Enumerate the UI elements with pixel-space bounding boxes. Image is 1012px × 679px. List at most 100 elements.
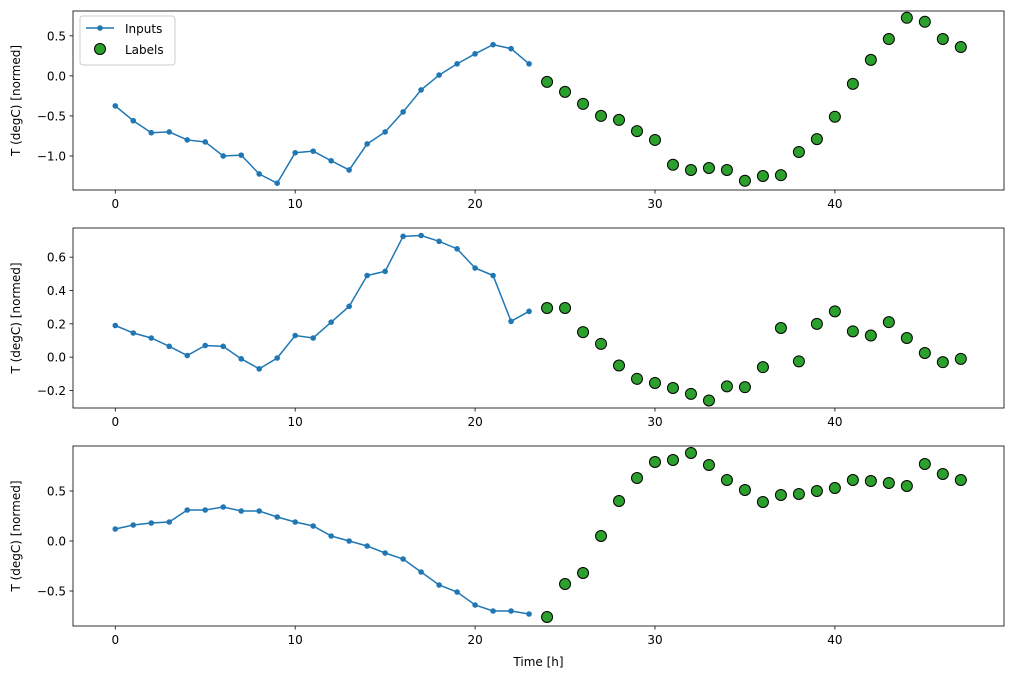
labels-point <box>954 41 967 54</box>
inputs-point <box>526 61 532 67</box>
inputs-point <box>346 538 352 544</box>
x-tick-label: 10 <box>288 633 303 647</box>
labels-point <box>918 15 931 28</box>
inputs-point <box>310 335 316 341</box>
inputs-point <box>472 51 478 57</box>
labels-point <box>882 33 895 46</box>
inputs-point <box>238 152 245 158</box>
labels-point <box>954 352 967 365</box>
inputs-point <box>418 232 424 239</box>
x-tick-label: 30 <box>647 197 662 211</box>
labels-point <box>846 474 859 486</box>
inputs-point <box>166 129 173 135</box>
x-tick-label: 0 <box>111 633 119 647</box>
labels-point <box>774 169 787 182</box>
inputs-point <box>130 330 137 336</box>
inputs-point <box>166 519 173 525</box>
y-tick-label: −1.0 <box>37 149 66 163</box>
y-tick-label: −0.5 <box>37 585 66 599</box>
labels-point <box>613 359 626 372</box>
inputs-point <box>418 569 424 575</box>
y-tick-label: 0.6 <box>47 251 66 265</box>
inputs-line <box>114 234 530 370</box>
inputs-point <box>220 343 227 350</box>
y-axis-label: T (degC) [normed] <box>9 45 23 157</box>
y-tick-label: 0.0 <box>47 535 66 549</box>
inputs-point <box>508 318 514 325</box>
labels-point <box>684 163 697 176</box>
labels-point <box>577 567 590 579</box>
labels-point <box>738 484 751 496</box>
x-tick-label: 30 <box>647 633 662 647</box>
x-tick-label: 30 <box>647 415 662 429</box>
inputs-point <box>184 137 191 143</box>
y-tick-label: 0.2 <box>47 317 66 331</box>
inputs-point <box>202 507 209 513</box>
inputs-point <box>472 602 478 608</box>
labels-point <box>756 169 769 182</box>
inputs-point <box>184 507 191 513</box>
labels-point <box>792 488 805 500</box>
labels-point <box>774 322 787 334</box>
inputs-point <box>238 508 245 514</box>
labels-point <box>630 125 643 138</box>
labels-point <box>595 337 608 350</box>
labels-point <box>702 459 715 471</box>
labels-point <box>684 447 697 459</box>
y-tick-label: 0.5 <box>47 29 66 43</box>
inputs-point <box>292 332 298 339</box>
labels-point <box>936 33 949 46</box>
y-tick-label: −0.2 <box>37 384 66 398</box>
subplot-3: 0 10 20 30 40 −0.5 0.0 0.5 T (degC) [normed] Time… <box>9 445 1005 669</box>
legend-labels-label: Labels <box>125 43 164 57</box>
labels-point <box>918 458 931 470</box>
axes-frame <box>72 227 1005 409</box>
inputs-point <box>112 526 119 532</box>
inputs-point <box>202 342 209 349</box>
inputs-point <box>508 608 514 614</box>
labels-point <box>720 474 733 486</box>
axes-frame <box>72 445 1005 627</box>
y-tick-label: −0.5 <box>37 109 66 123</box>
inputs-point <box>148 335 155 341</box>
labels-point <box>738 381 751 394</box>
labels-point <box>810 133 823 146</box>
labels-point <box>684 387 697 400</box>
labels-point <box>936 468 949 480</box>
inputs-point <box>166 343 173 350</box>
labels-point <box>702 394 715 407</box>
labels-point <box>828 110 841 123</box>
inputs-point <box>382 550 388 556</box>
inputs-point <box>274 180 280 186</box>
labels-point <box>756 496 769 508</box>
labels-point <box>720 380 733 393</box>
labels-point <box>918 347 931 359</box>
inputs-point <box>256 171 263 177</box>
labels-point <box>559 85 572 98</box>
inputs-point <box>490 272 496 279</box>
x-tick-label: 40 <box>827 197 842 211</box>
inputs-point <box>454 589 460 595</box>
inputs-point <box>526 611 532 617</box>
labels-point <box>738 174 751 187</box>
inputs-point <box>112 322 119 329</box>
labels-point <box>577 97 590 110</box>
labels-point <box>774 489 787 501</box>
inputs-point <box>454 246 460 252</box>
inputs-point <box>328 157 334 164</box>
inputs-point <box>148 520 155 526</box>
inputs-point <box>130 522 137 528</box>
inputs-point <box>130 117 137 124</box>
labels-point <box>882 316 895 329</box>
inputs-point <box>274 514 280 520</box>
labels-point <box>595 109 608 122</box>
x-tick-label: 40 <box>827 633 842 647</box>
labels-point <box>846 77 859 90</box>
inputs-point <box>382 129 388 135</box>
legend-inputs-marker <box>97 25 103 31</box>
labels-point <box>559 578 572 590</box>
x-tick-label: 40 <box>827 415 842 429</box>
y-axis-label: T (degC) [normed] <box>9 480 23 592</box>
x-tick-label: 0 <box>111 415 119 429</box>
